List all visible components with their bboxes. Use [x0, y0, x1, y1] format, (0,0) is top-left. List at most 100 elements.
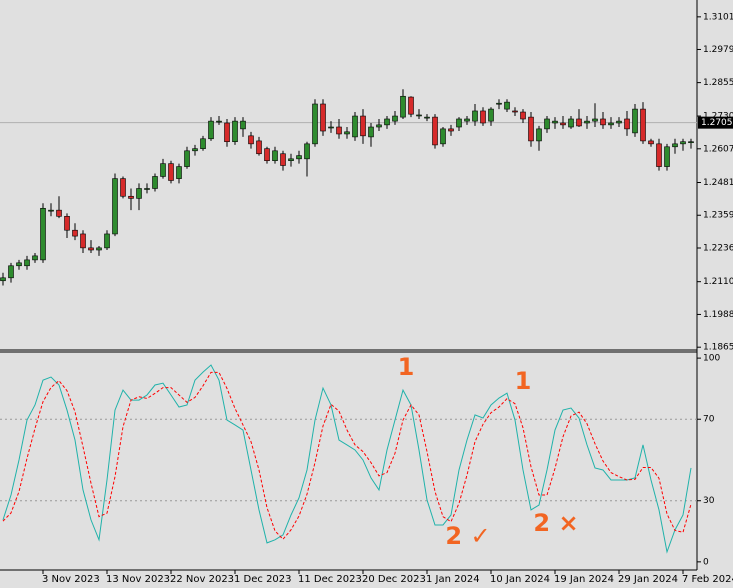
candle-body [176, 166, 182, 179]
x-tick-label: 7 Feb 2024 [682, 574, 733, 585]
candle-body [680, 141, 686, 145]
candle-body [152, 176, 158, 189]
x-tick-label: 29 Jan 2024 [618, 574, 678, 585]
candle-body [512, 110, 518, 113]
candle-body [632, 108, 638, 134]
candle-body [144, 188, 150, 190]
candle-body [472, 110, 478, 122]
y-tick-label: 1.31010 [703, 12, 733, 22]
candle-body [288, 158, 294, 161]
candle-body [56, 209, 62, 217]
y-tick-label: 1.18655 [703, 343, 733, 353]
candle-body [72, 229, 78, 237]
candle-body [624, 118, 630, 130]
candle-body [48, 209, 54, 212]
stochastic-line [2, 364, 692, 554]
candle-body [440, 128, 446, 145]
x-tick-label: 13 Nov 2023 [106, 574, 170, 585]
x-tick-label: 1 Jan 2024 [426, 574, 480, 585]
y-tick-label: 1.27300 [703, 112, 733, 122]
candle-body [672, 143, 678, 148]
candle-body [24, 259, 30, 267]
candle-body [536, 128, 542, 142]
annotation: 1 [398, 353, 415, 381]
candle-body [504, 101, 510, 110]
candle-body [192, 148, 198, 152]
candle-body [200, 138, 206, 149]
annotation: 2 ✓ [445, 522, 490, 550]
y-tick-label: 100 [703, 354, 720, 364]
candle-body [616, 120, 622, 124]
candle-body [352, 115, 358, 138]
y-tick-label: 1.19880 [703, 310, 733, 320]
candle-body [40, 207, 46, 261]
candle-body [304, 143, 310, 160]
candle-body [168, 163, 174, 181]
candle-body [424, 116, 430, 119]
candle-body [80, 233, 86, 249]
candle-body [112, 178, 118, 235]
candle-body [104, 233, 110, 249]
candle-body [456, 118, 462, 128]
candle-body [16, 262, 22, 267]
y-tick-label: 1.28550 [703, 78, 733, 88]
candle-body [216, 120, 222, 123]
candle-body [344, 131, 350, 135]
x-tick-label: 3 Nov 2023 [42, 574, 100, 585]
candle-body [552, 120, 558, 124]
annotation: 2 × [533, 509, 578, 537]
y-tick-label: 1.23590 [703, 211, 733, 221]
candle-body [464, 118, 470, 122]
candle-body [272, 150, 278, 161]
candle-body [384, 118, 390, 126]
candle-body [560, 122, 566, 126]
candle-body [528, 116, 534, 142]
candle-body [296, 155, 302, 160]
candle-body [208, 120, 214, 140]
candle-body [320, 103, 326, 132]
y-tick-label: 1.26075 [703, 144, 733, 154]
candle-body [64, 216, 70, 231]
candle-body [0, 277, 6, 282]
candle-body [368, 126, 374, 138]
candle-body [520, 111, 526, 120]
last-price-box [698, 116, 733, 129]
y-tick-label: 1.22365 [703, 243, 733, 253]
candle-body [96, 247, 102, 251]
candle-body [8, 265, 14, 279]
candle-body [480, 110, 486, 124]
candle-body [496, 102, 502, 105]
candle-body [88, 247, 94, 251]
x-tick-label: 20 Dec 2023 [362, 574, 426, 585]
candle-body [592, 118, 598, 122]
candle-body [448, 128, 454, 132]
candle-body [160, 163, 166, 177]
candle-body [360, 115, 366, 137]
y-tick-label: 30 [703, 496, 715, 506]
candle-body [248, 135, 254, 145]
x-tick-label: 19 Jan 2024 [554, 574, 614, 585]
candle-body [608, 122, 614, 126]
candle-body [408, 96, 414, 115]
candle-body [256, 140, 262, 155]
candle-body [328, 126, 334, 129]
candle-body [656, 143, 662, 167]
candle-body [136, 188, 142, 199]
candle-body [400, 95, 406, 118]
candle-body [640, 108, 646, 142]
candle-body [264, 148, 270, 161]
candle-body [376, 124, 382, 128]
candle-body [648, 140, 654, 145]
x-tick-label: 1 Dec 2023 [234, 574, 292, 585]
candle-body [232, 120, 238, 143]
candle-body [416, 114, 422, 117]
candle-body [240, 120, 246, 130]
candle-body [128, 195, 134, 199]
candle-body [32, 255, 38, 261]
y-tick-label: 1.21105 [703, 277, 733, 287]
x-tick-label: 11 Dec 2023 [298, 574, 362, 585]
candle-body [584, 120, 590, 124]
